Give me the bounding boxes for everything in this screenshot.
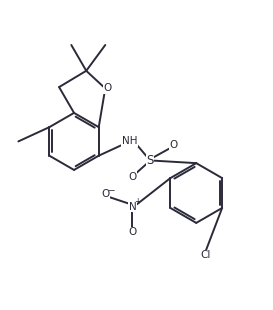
- Text: NH: NH: [122, 136, 138, 146]
- Text: O: O: [101, 189, 109, 199]
- Text: −: −: [107, 185, 114, 194]
- Text: O: O: [128, 172, 136, 182]
- Text: O: O: [103, 83, 111, 93]
- Text: +: +: [134, 197, 140, 206]
- Text: S: S: [146, 154, 154, 167]
- Text: N: N: [129, 202, 136, 212]
- Text: Cl: Cl: [201, 250, 211, 260]
- Text: O: O: [169, 140, 177, 150]
- Text: O: O: [128, 228, 136, 237]
